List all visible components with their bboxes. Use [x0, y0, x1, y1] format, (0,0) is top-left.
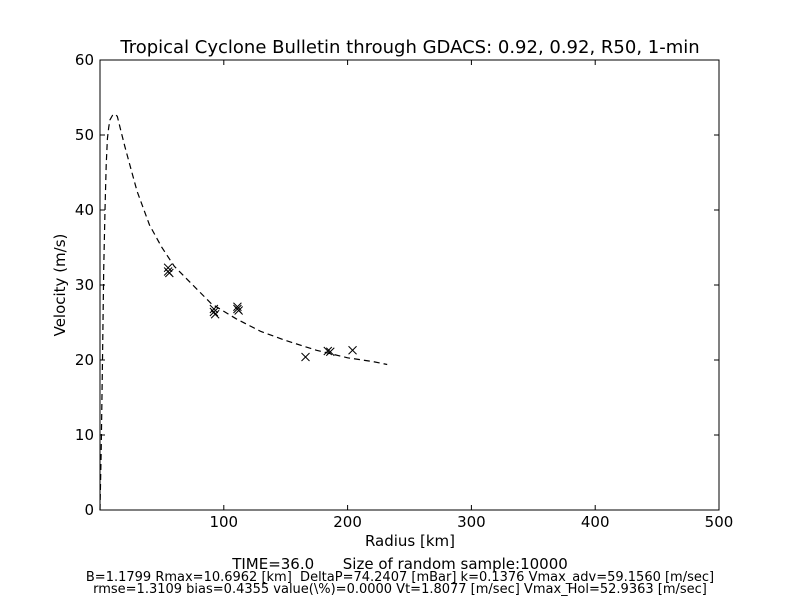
observation-marker [164, 268, 174, 278]
x-axis-label: Radius [km] [365, 532, 455, 550]
observation-marker [323, 346, 333, 356]
y-tick-label: 40 [75, 201, 94, 219]
y-tick-label: 30 [75, 276, 94, 294]
observation-marker [348, 345, 357, 355]
x-tick-label: 500 [705, 513, 734, 531]
footer-params-line: B=1.1799 Rmax=10.6962 [km] DeltaP=74.240… [85, 570, 715, 585]
x-tick-label: 400 [581, 513, 610, 531]
x-tick-label: 300 [457, 513, 486, 531]
observation-marker [325, 347, 335, 357]
y-tick-label: 0 [84, 501, 94, 519]
observation-marker [301, 352, 310, 362]
series-layer [99, 113, 388, 511]
model-profile-line [99, 113, 388, 511]
observation-marker [163, 263, 173, 273]
observation-marker [209, 307, 219, 317]
footer-time-line: TIME=36.0 Size of random sample:10000 [232, 555, 568, 573]
x-tick-label: 200 [333, 513, 362, 531]
footer-stats-line: rmse=1.3109 bias=0.4355 value(\%)=0.0000… [93, 582, 707, 597]
observation-marker [210, 309, 220, 319]
y-tick-label: 60 [75, 51, 94, 69]
y-tick-label: 10 [75, 426, 94, 444]
x-tick-label: 100 [209, 513, 238, 531]
y-axis-label: Velocity (m/s) [51, 234, 69, 337]
x-axis-ticks: 100 200 300 400 500 [209, 60, 733, 531]
y-tick-label: 20 [75, 351, 94, 369]
y-axis-ticks: 0 10 20 30 40 50 60 [75, 51, 719, 519]
y-tick-label: 50 [75, 126, 94, 144]
observation-marker [234, 306, 244, 315]
chart-title: Tropical Cyclone Bulletin through GDACS:… [119, 37, 699, 58]
observation-marker [209, 304, 219, 314]
plot-area [99, 59, 720, 511]
